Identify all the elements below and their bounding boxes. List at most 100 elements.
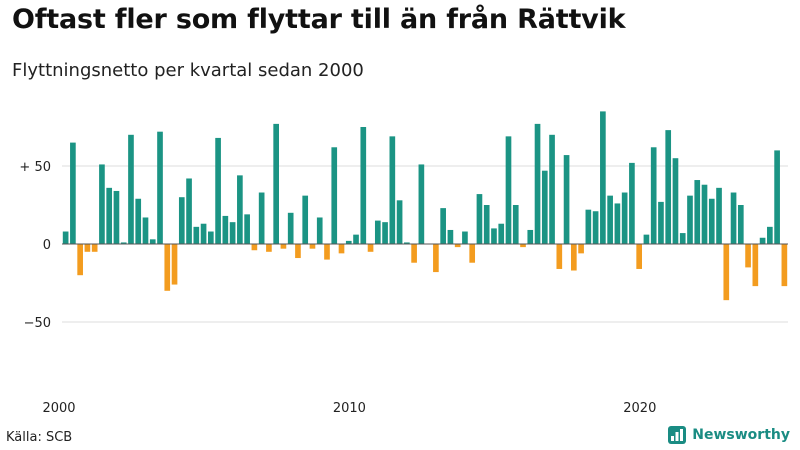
bar: 2002 K4: 17 bbox=[142, 217, 149, 244]
bar: 2023 K4: -27 bbox=[752, 244, 759, 287]
bar: 2014 K4: 10 bbox=[491, 228, 497, 244]
bar: 2015 K3: 25 bbox=[512, 205, 519, 244]
bar: 2009 K4: 2 bbox=[345, 240, 352, 244]
bar: 2014 K1: -12 bbox=[469, 244, 476, 263]
bar: 2019 K2: 33 bbox=[621, 192, 628, 244]
bar: 2004 K3: 11 bbox=[193, 226, 200, 244]
bar: 2008 K1: -9 bbox=[295, 244, 301, 259]
bar: 2007 K4: 20 bbox=[287, 212, 294, 244]
bar: 2020 K1: 6 bbox=[643, 234, 650, 244]
bar: 2002 K2: 70 bbox=[128, 134, 134, 244]
bar: 2012 K4: -18 bbox=[433, 244, 439, 273]
chart-title: Oftast fler som flyttar till än från Rät… bbox=[12, 4, 626, 35]
bar: 2003 K4: -26 bbox=[171, 244, 178, 285]
source-note: Källa: SCB bbox=[6, 430, 73, 445]
bar: 2000 K1: 8 bbox=[62, 231, 69, 244]
bar: 2007 K1: -5 bbox=[266, 244, 272, 252]
bar: 2000 K2: 65 bbox=[70, 142, 76, 244]
bar: 2010 K2: 75 bbox=[360, 127, 367, 244]
bar: 2017 K4: -6 bbox=[578, 244, 584, 254]
bar: 2022 K4: -36 bbox=[723, 244, 730, 301]
bar: 2008 K3: -3 bbox=[309, 244, 316, 249]
bar: 2007 K2: 77 bbox=[273, 123, 280, 244]
bar: 2021 K4: 41 bbox=[694, 180, 701, 244]
bar: 2023 K3: -15 bbox=[745, 244, 751, 268]
bar: 2006 K3: -4 bbox=[251, 244, 258, 251]
bar: 2007 K3: -3 bbox=[280, 244, 287, 249]
bar: 2020 K4: 73 bbox=[665, 130, 672, 244]
bar: 2011 K4: 1 bbox=[404, 242, 410, 244]
bar: 2017 K1: -16 bbox=[556, 244, 563, 269]
bar: 2018 K3: 85 bbox=[600, 111, 606, 245]
bar: 2024 K4: -27 bbox=[781, 244, 788, 287]
x-tick-label: 2020 bbox=[623, 401, 656, 416]
bar: 2016 K1: 9 bbox=[527, 229, 534, 244]
bar: 2018 K4: 31 bbox=[607, 195, 613, 244]
bar: 2006 K2: 19 bbox=[244, 214, 250, 244]
bar: 2020 K2: 62 bbox=[650, 147, 657, 244]
bar: 2005 K2: 68 bbox=[215, 137, 221, 244]
bar: 2011 K2: 69 bbox=[389, 136, 396, 244]
bar: 2013 K4: 8 bbox=[462, 231, 468, 244]
bar: 2015 K4: -2 bbox=[520, 244, 526, 248]
brand-name: Newsworthy bbox=[692, 427, 790, 443]
bar: 2001 K1: -5 bbox=[91, 244, 98, 252]
bar: 2009 K2: 62 bbox=[331, 147, 338, 244]
bar: 2022 K2: 29 bbox=[708, 198, 715, 244]
y-tick-label: 0 bbox=[43, 238, 51, 253]
bar-chart: + 50 0 −50 2000 K1: 82000 K2: 652000 K3: -2… bbox=[19, 111, 788, 416]
bar: 2021 K1: 55 bbox=[672, 158, 679, 244]
bar: 2015 K2: 69 bbox=[505, 136, 512, 244]
bar: 2019 K1: 26 bbox=[614, 203, 621, 244]
y-tick-label: −50 bbox=[24, 316, 51, 331]
bar: 2000 K3: -20 bbox=[77, 244, 83, 276]
bar: 2016 K4: 70 bbox=[549, 134, 555, 244]
bar: 2022 K3: 36 bbox=[716, 187, 722, 244]
bar: 2015 K1: 13 bbox=[498, 223, 505, 244]
bar: 2024 K1: 4 bbox=[759, 237, 766, 244]
bar: 2018 K2: 21 bbox=[592, 211, 599, 244]
bar: 2005 K3: 18 bbox=[222, 215, 229, 244]
bar: 2010 K3: -5 bbox=[367, 244, 374, 252]
bar: 2020 K3: 27 bbox=[658, 201, 664, 244]
bar: 2014 K3: 25 bbox=[483, 205, 490, 244]
bar: 2022 K1: 38 bbox=[701, 184, 708, 244]
bar: 2019 K4: -16 bbox=[636, 244, 643, 269]
bar: 2003 K3: -30 bbox=[164, 244, 171, 291]
bar: 2011 K3: 28 bbox=[396, 200, 403, 244]
x-tick-label: 2000 bbox=[42, 401, 75, 416]
bar: 2010 K4: 15 bbox=[374, 220, 381, 244]
bar: 2010 K1: 6 bbox=[353, 234, 359, 244]
bar: 2021 K3: 31 bbox=[687, 195, 693, 244]
bar: 2000 K4: -5 bbox=[84, 244, 91, 252]
bar: 2016 K3: 47 bbox=[541, 170, 548, 244]
bar: 2013 K1: 23 bbox=[440, 208, 446, 244]
bar: 2024 K3: 60 bbox=[774, 150, 780, 244]
bar: 2021 K2: 7 bbox=[679, 233, 686, 244]
bar: 2019 K3: 52 bbox=[629, 162, 635, 244]
brand-logo: Newsworthy bbox=[668, 426, 790, 444]
bar: 2001 K4: 34 bbox=[113, 190, 120, 244]
bar: 2013 K3: -2 bbox=[454, 244, 461, 248]
bar: 2024 K2: 11 bbox=[767, 226, 773, 244]
bar: 2006 K1: 44 bbox=[237, 175, 243, 244]
bar: 2012 K1: -12 bbox=[411, 244, 417, 263]
bar: 2004 K4: 13 bbox=[200, 223, 207, 244]
bar: 2017 K2: 57 bbox=[563, 155, 570, 244]
bar: 2009 K3: -6 bbox=[338, 244, 345, 254]
bar: 2012 K2: 51 bbox=[418, 164, 425, 244]
chart-subtitle: Flyttningsnetto per kvartal sedan 2000 bbox=[12, 60, 364, 81]
bar: 2004 K1: 30 bbox=[178, 197, 185, 244]
bar: 2009 K1: -10 bbox=[324, 244, 330, 260]
bar: 2005 K4: 14 bbox=[229, 222, 236, 244]
bar: 2004 K2: 42 bbox=[186, 178, 192, 244]
x-tick-label: 2010 bbox=[333, 401, 366, 416]
bar: 2011 K1: 14 bbox=[382, 222, 388, 244]
bar: 2008 K4: 17 bbox=[316, 217, 323, 244]
bar: 2017 K3: -17 bbox=[570, 244, 577, 271]
bar: 2001 K2: 51 bbox=[99, 164, 105, 244]
bar: 2023 K1: 33 bbox=[730, 192, 737, 244]
bar: 2013 K2: 9 bbox=[447, 229, 454, 244]
bar: 2003 K1: 3 bbox=[149, 239, 156, 244]
bar: 2018 K1: 22 bbox=[585, 209, 592, 244]
